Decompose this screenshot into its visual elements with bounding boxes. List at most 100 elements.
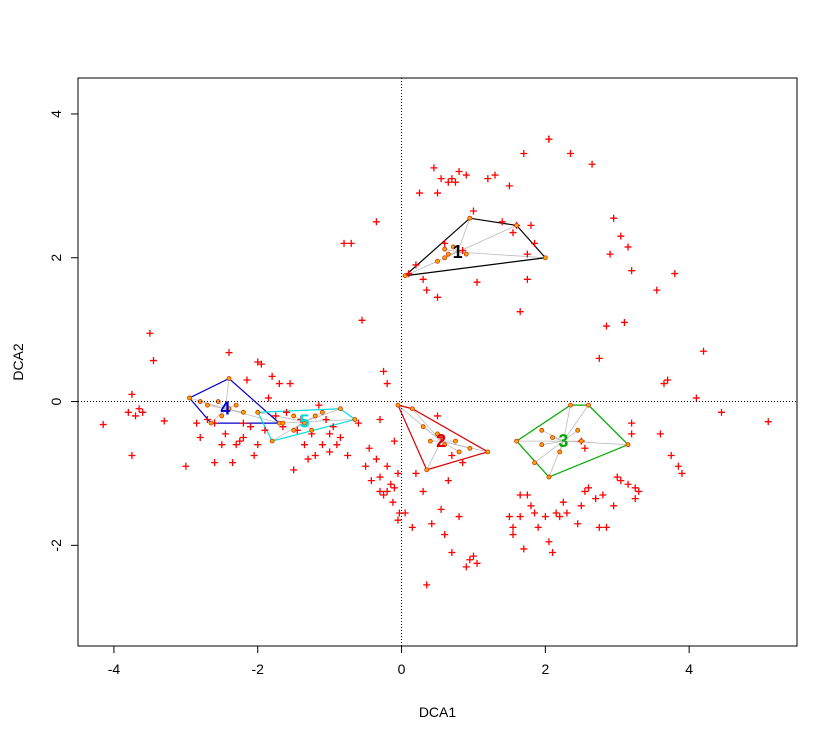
spider-line-group-3 xyxy=(563,440,629,446)
x-axis: -4 -2 0 2 4 xyxy=(108,645,693,677)
species-point xyxy=(541,513,549,521)
species-point xyxy=(254,441,262,449)
species-point xyxy=(448,175,456,183)
species-point xyxy=(333,441,341,449)
species-point xyxy=(574,520,582,528)
site-point-group-4 xyxy=(226,376,232,381)
species-point xyxy=(718,408,726,416)
site-point-group-2 xyxy=(395,402,401,408)
species-point xyxy=(193,419,201,427)
species-point xyxy=(437,505,445,513)
species-point xyxy=(394,516,402,524)
species-point xyxy=(430,164,438,172)
species-point xyxy=(469,552,477,560)
species-point xyxy=(549,549,557,557)
site-point-group-3 xyxy=(539,427,545,433)
species-point xyxy=(523,275,531,283)
species-point xyxy=(595,354,603,362)
site-point-group-2 xyxy=(424,467,430,473)
species-point xyxy=(466,556,474,564)
species-point xyxy=(149,357,157,365)
species-point xyxy=(387,480,395,488)
species-point xyxy=(389,498,397,506)
species-point xyxy=(218,441,226,449)
spider-line-group-4 xyxy=(210,408,226,424)
site-point-group-3 xyxy=(546,474,552,480)
species-point xyxy=(588,160,596,168)
spider-line-group-3 xyxy=(562,404,589,442)
site-point-group-2 xyxy=(442,442,448,448)
species-point xyxy=(340,239,348,247)
species-point xyxy=(455,167,463,175)
x-tick-label: 2 xyxy=(541,661,549,677)
site-point-group-1 xyxy=(542,255,548,261)
site-point-group-1 xyxy=(442,246,448,252)
species-point xyxy=(617,232,625,240)
site-point-group-2 xyxy=(467,445,473,451)
species-point xyxy=(523,491,531,499)
site-points xyxy=(187,215,631,480)
species-point xyxy=(656,430,664,438)
species-point xyxy=(459,247,467,255)
site-point-group-2 xyxy=(420,424,426,430)
spider-line-group-1 xyxy=(457,218,471,253)
species-point xyxy=(509,229,517,237)
site-point-group-5 xyxy=(338,406,343,412)
species-point xyxy=(617,477,625,485)
hull-group-3 xyxy=(515,404,630,478)
spider-line-group-5 xyxy=(304,419,355,423)
species-point xyxy=(545,135,553,143)
species-point xyxy=(124,408,132,416)
species-point xyxy=(268,372,276,380)
site-point-group-4 xyxy=(187,395,192,401)
spider-line-group-4 xyxy=(200,401,226,410)
species-point xyxy=(451,178,459,186)
species-point xyxy=(347,239,355,247)
spider-line-group-1 xyxy=(457,225,517,253)
x-tick-label: 0 xyxy=(398,661,406,677)
site-point-group-5 xyxy=(309,427,315,433)
species-point xyxy=(534,523,542,531)
species-point xyxy=(367,477,375,485)
species-point xyxy=(509,523,517,531)
site-point-group-1 xyxy=(435,258,440,264)
species-point xyxy=(624,480,632,488)
species-point xyxy=(239,433,247,441)
species-point xyxy=(326,430,334,438)
group-label-4: 4 xyxy=(220,399,230,419)
spider-line-group-3 xyxy=(541,440,564,446)
species-point xyxy=(628,267,636,275)
site-point-group-1 xyxy=(442,255,448,261)
species-point xyxy=(671,270,679,278)
species-point xyxy=(653,286,661,294)
group-label-1: 1 xyxy=(453,242,463,262)
site-point-group-1 xyxy=(445,251,451,257)
species-point xyxy=(498,218,506,226)
species-point xyxy=(261,426,269,434)
species-point xyxy=(606,250,614,258)
species-point xyxy=(448,549,456,557)
site-point-group-3 xyxy=(539,442,545,448)
group-labels: 1 2 3 4 5 xyxy=(220,242,568,451)
species-point xyxy=(584,484,592,492)
species-point xyxy=(434,189,441,197)
species-point xyxy=(516,308,524,316)
site-point-group-1 xyxy=(463,251,469,257)
spider-line-group-2 xyxy=(440,440,470,449)
species-point xyxy=(239,419,247,427)
site-point-group-4 xyxy=(240,409,246,415)
species-point xyxy=(624,243,632,251)
species-point xyxy=(462,171,470,179)
species-point xyxy=(531,509,539,517)
site-point-group-1 xyxy=(514,222,519,228)
spider-line-group-3 xyxy=(563,429,578,442)
species-point xyxy=(448,451,456,459)
site-point-group-3 xyxy=(586,402,591,408)
species-point xyxy=(128,390,136,398)
species-point xyxy=(516,491,524,499)
species-point xyxy=(405,270,413,278)
species-point xyxy=(354,419,362,427)
species-point xyxy=(318,441,326,449)
x-axis-title: DCA1 xyxy=(419,704,457,720)
species-point xyxy=(329,423,337,431)
